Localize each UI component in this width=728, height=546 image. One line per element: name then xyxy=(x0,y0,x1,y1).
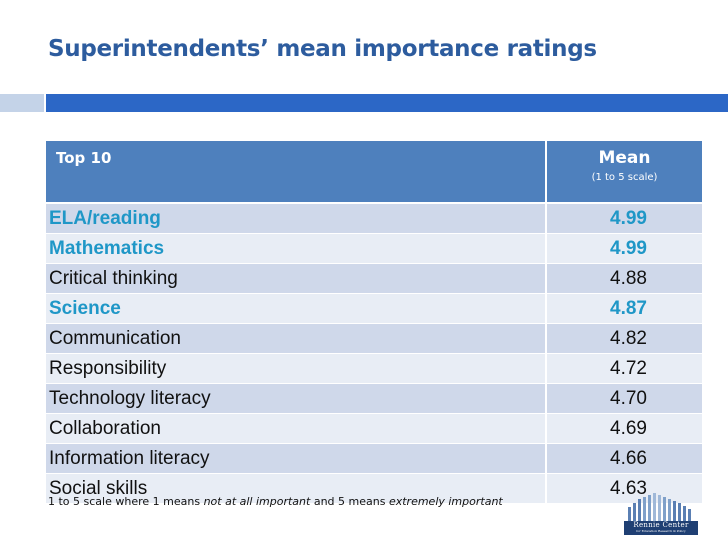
row-mean: 4.87 xyxy=(546,293,702,324)
table-row: Technology literacy 4.70 xyxy=(46,383,702,414)
row-mean: 4.82 xyxy=(546,323,702,354)
row-label: Mathematics xyxy=(46,233,547,264)
row-mean: 4.63 xyxy=(546,473,702,504)
row-mean: 4.66 xyxy=(546,443,702,474)
logo-wordmark: Rennie Center for Education Research & P… xyxy=(624,521,698,535)
row-label: Social skills xyxy=(46,473,547,504)
table-row: ELA/reading 4.99 xyxy=(46,203,702,234)
header-mean-label: Mean xyxy=(598,148,651,168)
table-row: Collaboration 4.69 xyxy=(46,413,702,444)
header-mean: Mean (1 to 5 scale) xyxy=(546,141,702,203)
table-row: Science 4.87 xyxy=(46,293,702,324)
logo-tagline: for Education Research & Policy xyxy=(636,529,686,533)
scale-footnote: 1 to 5 scale where 1 means not at all im… xyxy=(48,495,503,508)
row-mean: 4.70 xyxy=(546,383,702,414)
footnote-text-2: and 5 means xyxy=(310,495,389,508)
table-row: Social skills 4.63 xyxy=(46,473,702,504)
table-row: Communication 4.82 xyxy=(46,323,702,354)
table-row: Critical thinking 4.88 xyxy=(46,263,702,294)
row-mean: 4.69 xyxy=(546,413,702,444)
rennie-center-logo: Rennie Center for Education Research & P… xyxy=(624,493,698,535)
footnote-italic-2: extremely important xyxy=(388,495,503,508)
row-label: Information literacy xyxy=(46,443,547,474)
header-top10: Top 10 xyxy=(46,141,547,203)
row-mean: 4.99 xyxy=(546,233,702,264)
row-mean: 4.99 xyxy=(546,203,702,234)
row-mean: 4.88 xyxy=(546,263,702,294)
row-label: Responsibility xyxy=(46,353,547,384)
ratings-table: Top 10 Mean (1 to 5 scale) ELA/reading 4… xyxy=(46,141,702,504)
table-row: Responsibility 4.72 xyxy=(46,353,702,384)
accent-bar-light-segment xyxy=(0,94,44,112)
title-accent-bar xyxy=(0,94,728,112)
table-row: Mathematics 4.99 xyxy=(46,233,702,264)
row-label: Communication xyxy=(46,323,547,354)
accent-bar-dark-segment xyxy=(46,94,728,112)
table-row: Information literacy 4.66 xyxy=(46,443,702,474)
header-mean-scale: (1 to 5 scale) xyxy=(591,172,658,183)
table-header-row: Top 10 Mean (1 to 5 scale) xyxy=(46,141,702,203)
slide-title: Superintendents’ mean importance ratings xyxy=(48,36,597,62)
footnote-text-1: 1 to 5 scale where 1 means xyxy=(48,495,204,508)
row-label: Technology literacy xyxy=(46,383,547,414)
row-mean: 4.72 xyxy=(546,353,702,384)
row-label: Critical thinking xyxy=(46,263,547,294)
logo-bars-graphic xyxy=(628,493,691,521)
logo-name: Rennie Center xyxy=(633,521,689,529)
footnote-italic-1: not at all important xyxy=(203,495,311,508)
row-label: ELA/reading xyxy=(46,203,547,234)
row-label: Science xyxy=(46,293,547,324)
row-label: Collaboration xyxy=(46,413,547,444)
